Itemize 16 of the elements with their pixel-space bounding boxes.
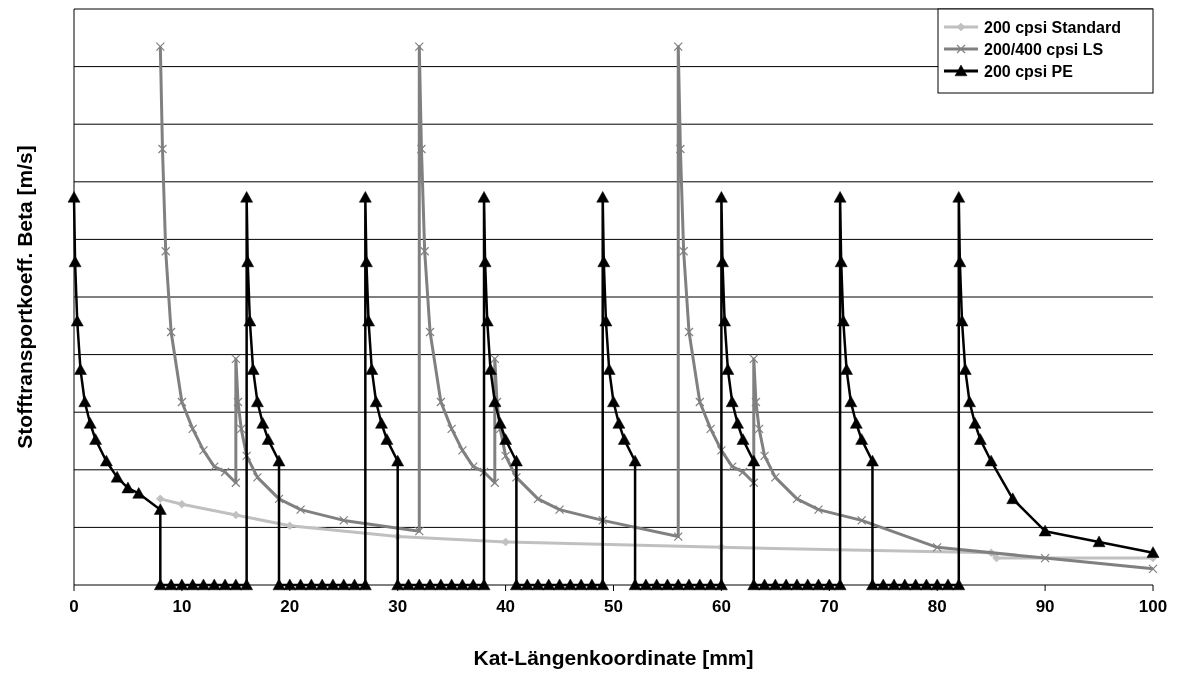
x-tick-label: 70 — [819, 597, 839, 616]
x-tick-label: 30 — [388, 597, 408, 616]
x-tick-label: 60 — [711, 597, 731, 616]
x-tick-label: 0 — [69, 597, 79, 616]
legend-label: 200/400 cpsi LS — [984, 41, 1104, 58]
legend-label: 200 cpsi Standard — [984, 19, 1121, 36]
x-tick-label: 10 — [172, 597, 192, 616]
legend-label: 200 cpsi PE — [984, 63, 1074, 80]
x-tick-label: 50 — [604, 597, 623, 616]
x-axis-title: Kat-Längenkoordinate [mm] — [473, 646, 754, 669]
x-tick-label: 40 — [496, 597, 516, 616]
x-tick-label: 80 — [927, 597, 947, 616]
x-tick-label: 100 — [1138, 597, 1168, 616]
y-axis-title: Stofftransportkoeff. Beta [m/s] — [13, 145, 36, 449]
x-tick-label: 20 — [280, 597, 300, 616]
x-tick-label: 90 — [1035, 597, 1055, 616]
